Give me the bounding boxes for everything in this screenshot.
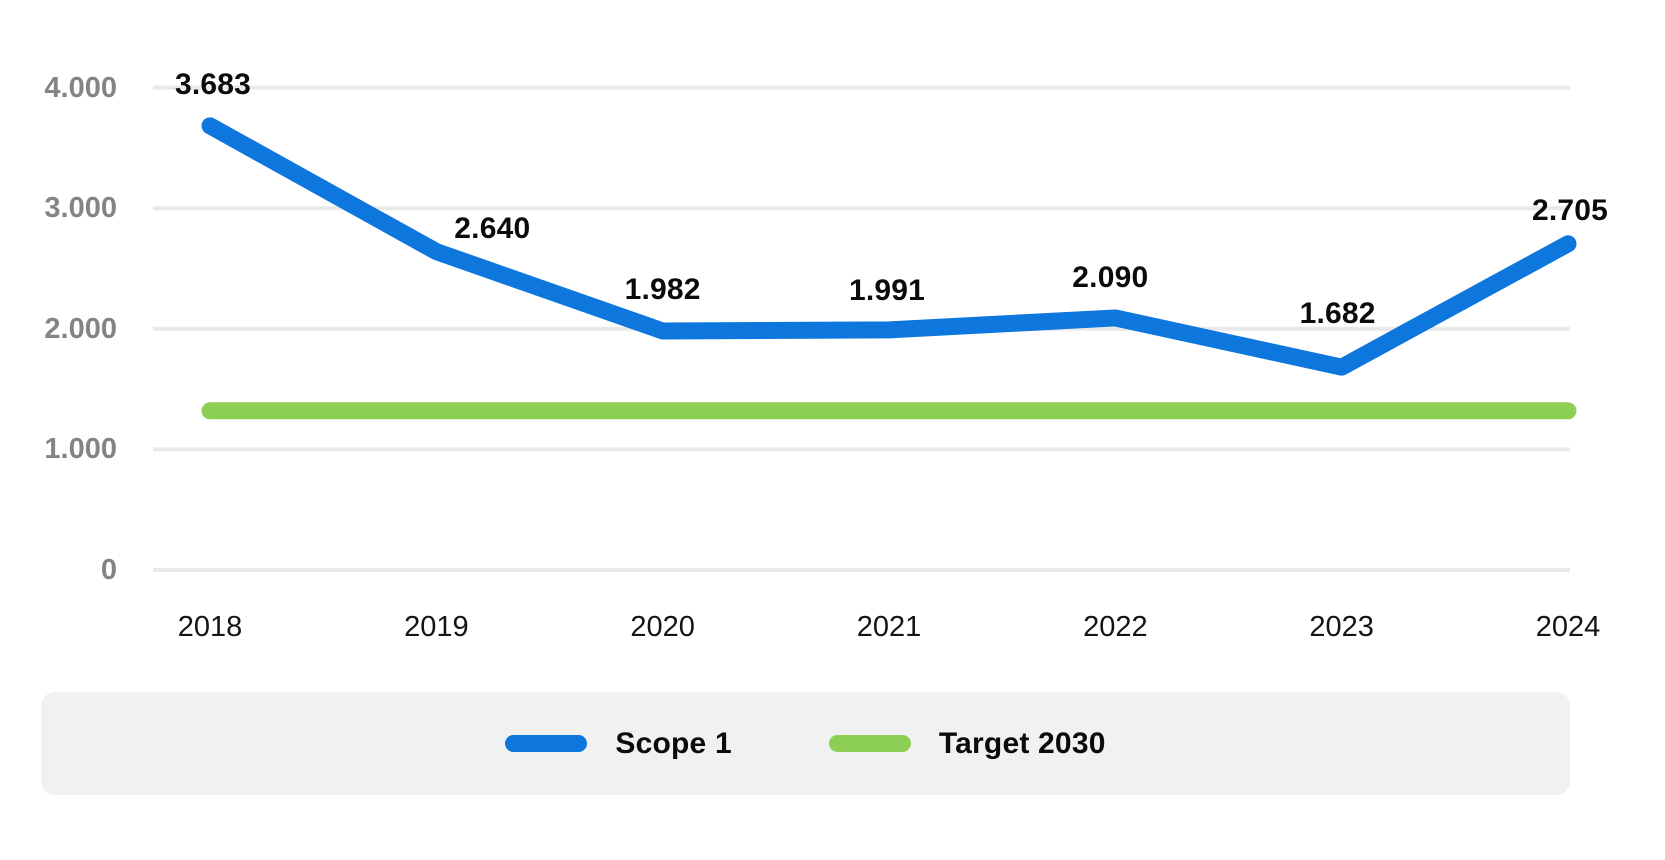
y-axis-tick-label: 1.000 <box>44 433 117 466</box>
legend: Scope 1 Target 2030 <box>41 692 1570 795</box>
data-point-label: 2.090 <box>1072 260 1149 294</box>
y-axis-tick-label: 0 <box>100 554 117 586</box>
x-axis-tick-label: 2024 <box>1535 611 1601 643</box>
data-point-label: 1.991 <box>848 273 926 307</box>
y-axis-tick-label: 4.000 <box>44 71 117 104</box>
x-axis-tick-label: 2020 <box>630 611 695 643</box>
x-axis-tick-label: 2023 <box>1309 611 1374 643</box>
scope1-line-swatch-icon <box>505 735 588 752</box>
x-axis-tick-label: 2019 <box>404 611 469 643</box>
y-axis-tick-label: 2.000 <box>44 312 117 345</box>
plot-area <box>153 85 1577 572</box>
data-point-label: 3.683 <box>174 67 252 101</box>
data-point-label: 1.682 <box>1299 297 1376 331</box>
data-point-label: 2.705 <box>1531 193 1609 227</box>
legend-item-target2030[interactable]: Target 2030 <box>828 726 1106 761</box>
legend-item-scope1[interactable]: Scope 1 <box>505 726 732 761</box>
legend-label-scope1: Scope 1 <box>615 726 732 760</box>
x-axis-tick-label: 2021 <box>856 611 922 643</box>
x-axis-tick-label: 2018 <box>177 611 243 643</box>
x-axis-tick-label: 2022 <box>1083 611 1148 643</box>
legend-label-target2030: Target 2030 <box>938 726 1106 760</box>
data-point-label: 1.982 <box>624 272 701 306</box>
target2030-line-swatch-icon <box>828 735 911 752</box>
scope1-line <box>201 117 1577 376</box>
data-point-label: 2.640 <box>454 211 531 245</box>
y-axis-tick-label: 3.000 <box>44 192 117 225</box>
